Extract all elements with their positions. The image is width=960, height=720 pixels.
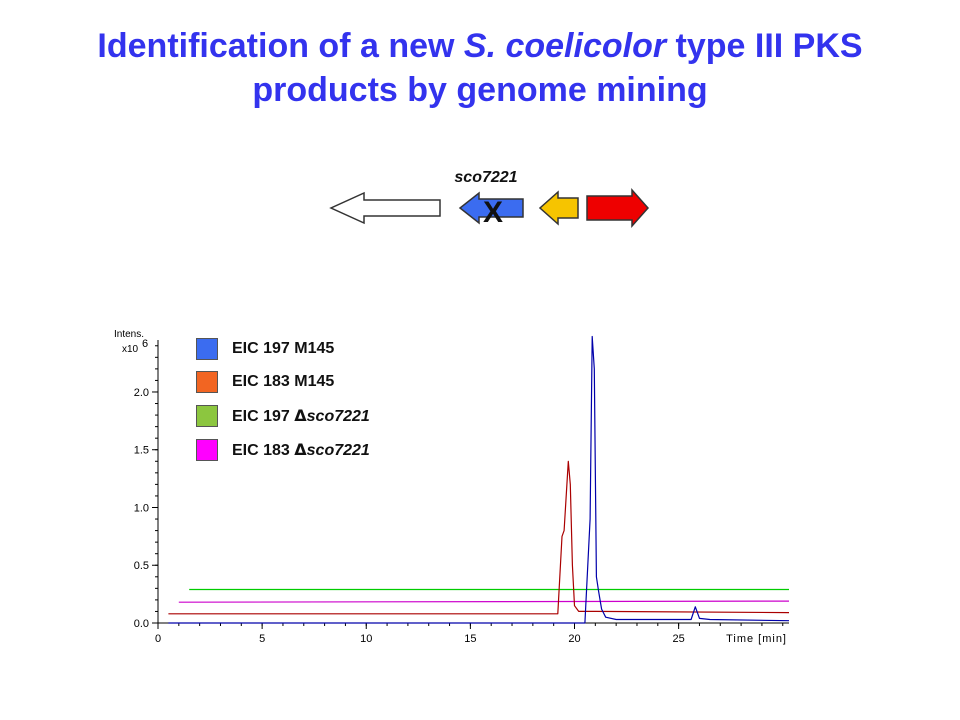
gene-arrow-red	[586, 188, 650, 228]
legend-label: EIC 197 M145	[232, 340, 335, 357]
legend-item-eic197-m145: EIC 197 M145	[196, 337, 334, 361]
x-tick-label: 20	[568, 633, 580, 645]
legend-label: EIC 183 Δsco7221	[232, 440, 370, 459]
series-line-1	[178, 600, 790, 603]
legend-label: EIC 183 M145	[232, 373, 335, 390]
deletion-mark: X	[483, 196, 503, 229]
y-tick-label: 0.0	[134, 618, 149, 630]
x-tick-label: 10	[360, 633, 372, 645]
y-axis-label: Intens.	[114, 329, 144, 340]
y-tick-label: 2.0	[134, 387, 149, 399]
x-tick-label: 25	[673, 633, 685, 645]
x-tick-label: 5	[259, 633, 265, 645]
y-axis-multiplier: x10	[122, 344, 139, 355]
legend-label: EIC 197 Δsco7221	[232, 406, 370, 425]
legend-item-eic197-delta: EIC 197 Δsco7221	[196, 404, 370, 428]
legend-swatch	[196, 405, 218, 427]
legend-swatch	[196, 338, 218, 360]
y-tick-label: 1.5	[134, 445, 149, 457]
x-tick-label: 15	[464, 633, 476, 645]
y-tick-label: 0.5	[134, 560, 149, 572]
gene-arrow-yellow	[538, 190, 579, 226]
series-line-2	[168, 460, 790, 615]
y-tick-label: 1.0	[134, 502, 149, 514]
legend-item-eic183-delta: EIC 183 Δsco7221	[196, 438, 370, 462]
gene-arrow-blue-sco7221	[458, 191, 524, 225]
gene-cluster-diagram: sco7221 X	[329, 169, 650, 229]
chart-series	[168, 335, 790, 624]
gene-arrow-white	[329, 191, 441, 225]
x-axis-label: Time [min]	[726, 633, 787, 645]
y-axis-exponent: 6	[142, 338, 148, 350]
series-line-3	[168, 335, 790, 624]
legend-item-eic183-m145: EIC 183 M145	[196, 370, 334, 394]
legend-swatch	[196, 439, 218, 461]
gene-label: sco7221	[454, 169, 517, 186]
x-tick-label: 0	[155, 633, 161, 645]
slide-title: Identification of a new S. coelicolor ty…	[97, 27, 863, 109]
legend-swatch	[196, 371, 218, 393]
title-species: S. coelicolor	[463, 27, 667, 65]
